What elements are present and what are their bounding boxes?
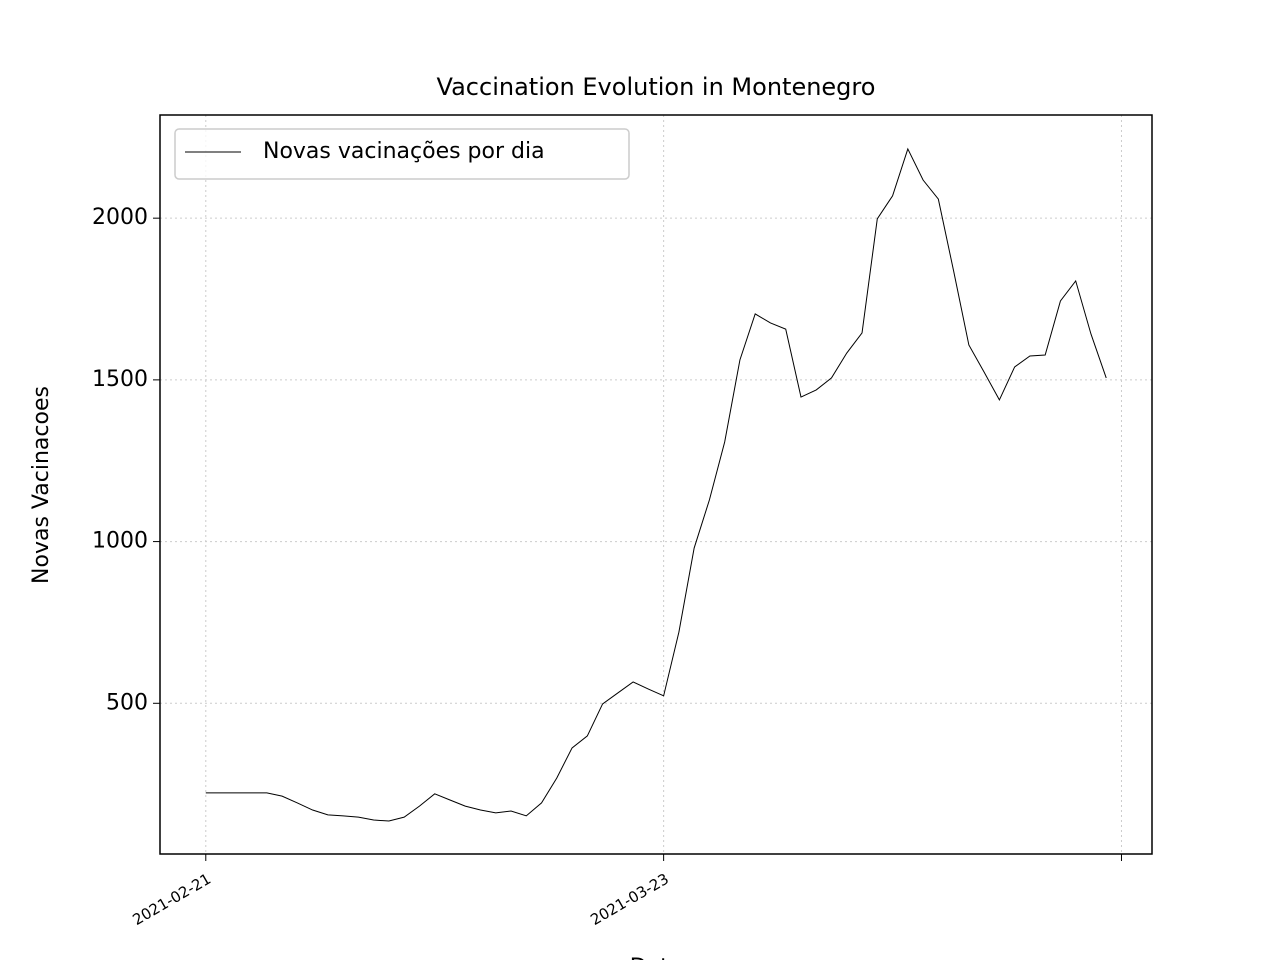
x-tick-label: 2021-02-21 bbox=[130, 870, 215, 929]
y-tick-label: 500 bbox=[106, 690, 148, 715]
x-tick-label: 2021-03-23 bbox=[587, 870, 672, 929]
y-tick-label: 1500 bbox=[92, 367, 148, 392]
chart-title: Vaccination Evolution in Montenegro bbox=[437, 73, 876, 101]
legend-label: Novas vacinações por dia bbox=[263, 139, 545, 164]
plot-frame bbox=[159, 114, 1153, 855]
legend-box bbox=[174, 128, 630, 180]
data-line bbox=[205, 147, 1107, 822]
y-axis-label: Novas Vacinacoes bbox=[29, 386, 54, 584]
x-axis-label: Data bbox=[630, 955, 683, 960]
y-tick-label: 2000 bbox=[92, 205, 148, 230]
y-tick-label: 1000 bbox=[92, 529, 148, 554]
